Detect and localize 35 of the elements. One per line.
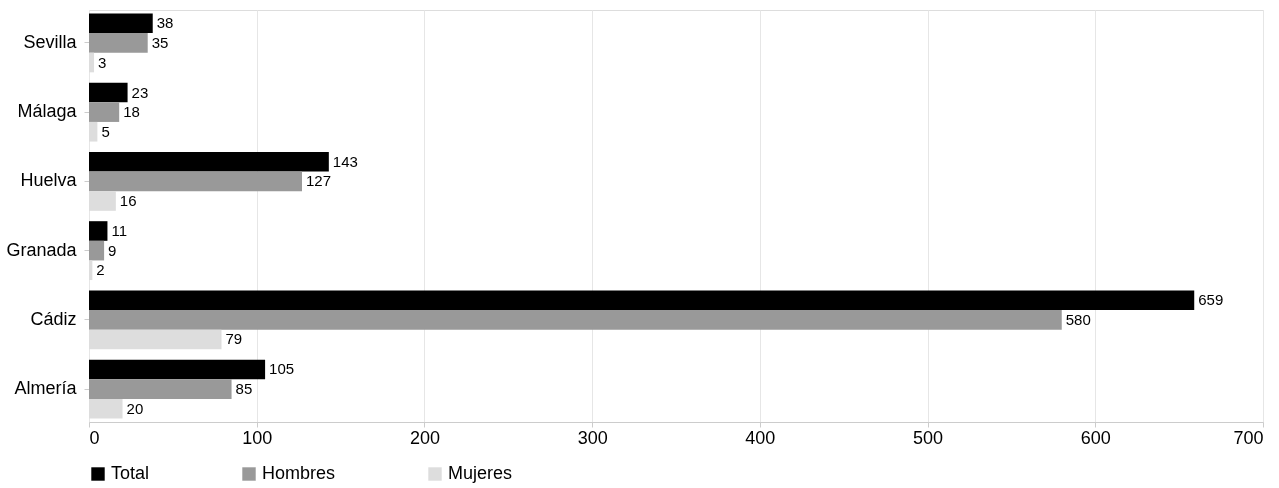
data-label: 5 (101, 122, 110, 140)
legend-label: Total (111, 463, 150, 483)
data-label: 16 (119, 192, 137, 209)
data-label: 18 (123, 103, 140, 121)
x-tick-label: 100 (242, 427, 273, 448)
x-tick-label: 400 (745, 427, 776, 448)
y-tick-label: Cádiz (30, 308, 77, 329)
y-tick-label: Granada (6, 239, 78, 260)
data-label: 580 (1065, 310, 1091, 328)
x-tick-label: 200 (409, 427, 440, 448)
x-tick-label: 300 (577, 427, 608, 448)
data-label: 143 (332, 152, 358, 170)
data-label: 3 (98, 53, 107, 71)
data-label: 79 (225, 330, 243, 348)
data-label: 85 (235, 380, 253, 398)
data-label: 20 (126, 399, 144, 417)
x-tick-label: 500 (913, 427, 944, 448)
x-tick-label: 700 (1233, 427, 1264, 448)
data-label: 2 (96, 261, 105, 279)
y-tick-label: Málaga (17, 101, 78, 122)
legend-label: Hombres (262, 463, 336, 483)
legend-label: Mujeres (448, 463, 513, 483)
data-label: 35 (151, 33, 169, 51)
x-tick-label: 0 (89, 427, 100, 448)
data-label: 23 (131, 83, 149, 101)
data-label: 127 (306, 172, 332, 190)
data-label: 9 (108, 241, 117, 259)
y-tick-label: Almería (14, 378, 78, 399)
x-tick-label: 600 (1080, 427, 1111, 448)
y-tick-label: Huelva (20, 170, 78, 191)
data-label: 11 (111, 222, 128, 239)
data-label: 659 (1198, 291, 1224, 309)
data-label: 38 (156, 14, 174, 32)
data-label: 105 (269, 360, 295, 378)
y-tick-label: Sevilla (23, 31, 78, 52)
